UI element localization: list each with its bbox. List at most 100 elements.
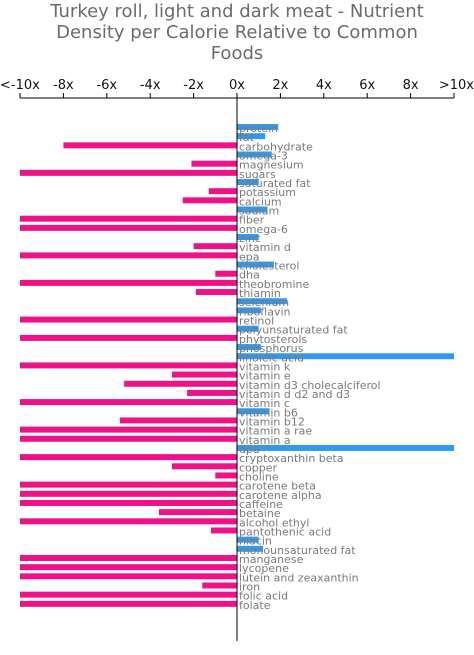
- x-tick-label: -8x: [53, 78, 74, 93]
- x-tick-label: -4x: [140, 78, 161, 93]
- bar: [20, 399, 237, 406]
- x-tick-label: <-10x: [0, 78, 40, 93]
- chart-title-line-3: Foods: [211, 43, 264, 64]
- bar: [187, 389, 237, 396]
- bar: [237, 206, 268, 213]
- bar: [20, 591, 237, 598]
- bar: [20, 564, 237, 571]
- nutrient-label: omega-3: [239, 150, 288, 163]
- bar: [20, 499, 237, 506]
- nutrient-label: theobromine: [239, 278, 310, 291]
- nutrient-label: folate: [239, 599, 271, 612]
- bar: [215, 472, 237, 479]
- chart-title-line-1: Turkey roll, light and dark meat - Nutri…: [49, 1, 423, 22]
- nutrient-label: carbohydrate: [239, 140, 313, 153]
- bar: [171, 371, 237, 378]
- bar: [237, 344, 261, 351]
- nutrient-label: thiamin: [239, 287, 281, 300]
- bar: [195, 289, 237, 296]
- nutrient-label: copper: [239, 461, 278, 474]
- bar: [20, 362, 237, 369]
- x-tick-label: 4x: [316, 78, 332, 93]
- nutrient-label: sodium: [239, 205, 279, 218]
- nutrient-label: iron: [239, 581, 260, 594]
- x-tick-label: 6x: [359, 78, 375, 93]
- nutrient-label: lutein and zeaxanthin: [239, 571, 359, 584]
- bar: [171, 463, 237, 470]
- bar: [20, 573, 237, 580]
- bar: [237, 234, 259, 241]
- bar: [237, 124, 279, 130]
- nutrient-label: cholesterol: [239, 260, 299, 273]
- bar: [20, 481, 237, 488]
- nutrient-label: vitamin d3 cholecalciferol: [239, 379, 381, 392]
- nutrient-label: calcium: [239, 195, 282, 208]
- nutrient-label: carotene beta: [239, 480, 316, 493]
- nutrient-label: fat: [239, 131, 255, 144]
- bar: [191, 160, 237, 167]
- bar: [237, 536, 259, 543]
- nutrient-label: dpa: [239, 443, 260, 456]
- bar: [20, 490, 237, 497]
- bar: [158, 509, 237, 516]
- nutrient-label: alcohol ethyl: [239, 516, 309, 529]
- nutrient-label: protein: [239, 122, 278, 135]
- nutrient-label: phosphorus: [239, 342, 304, 355]
- nutrient-label: retinol: [239, 315, 274, 328]
- nutrient-label: vitamin k: [239, 360, 291, 373]
- nutrient-label: lycopene: [239, 562, 289, 575]
- nutrient-label: monounsaturated fat: [239, 544, 356, 557]
- nutrient-label: riboflavin: [239, 305, 291, 318]
- nutrient-label: betaine: [239, 507, 281, 520]
- nutrient-label: cryptoxanthin beta: [239, 452, 344, 465]
- bar: [215, 270, 237, 277]
- category-labels: proteinfatcarbohydrateomega-3magnesiumsu…: [236, 98, 381, 641]
- nutrient-label: pantothenic acid: [239, 525, 331, 538]
- nutrient-label: fiber: [239, 214, 265, 227]
- bar: [237, 353, 454, 360]
- nutrient-label: caffeine: [239, 498, 283, 511]
- nutrient-label: vitamin a: [239, 434, 291, 447]
- nutrient-label: vitamin d d2 and d3: [239, 388, 350, 401]
- bar: [237, 444, 454, 451]
- bar: [20, 224, 237, 231]
- x-tick-label: 0x: [229, 78, 245, 93]
- nutrient-label: polyunsaturated fat: [239, 324, 348, 337]
- nutrient-label: carotene alpha: [239, 489, 322, 502]
- nutrient-label: manganese: [239, 553, 304, 566]
- bar: [237, 179, 259, 186]
- bar: [20, 454, 237, 461]
- x-tick-label: -6x: [96, 78, 117, 93]
- nutrient-label: zinc: [239, 232, 261, 245]
- nutrient-label: niacin: [239, 535, 272, 548]
- bar: [20, 554, 237, 561]
- nutrient-label: sugars: [239, 168, 276, 181]
- bar: [193, 243, 237, 250]
- x-tick-label: 8x: [403, 78, 419, 93]
- bar-series: [20, 124, 454, 607]
- nutrient-label: selenium: [239, 296, 289, 309]
- bar: [182, 197, 237, 204]
- nutrient-label: vitamin a rae: [239, 425, 312, 438]
- nutrient-label: vitamin b6: [239, 406, 298, 419]
- nutrient-label: magnesium: [239, 159, 304, 172]
- bar: [20, 435, 237, 442]
- nutrient-label: linoleic acid: [239, 351, 304, 364]
- nutrient-label: potassium: [239, 186, 296, 199]
- bar: [20, 215, 237, 222]
- nutrient-label: vitamin e: [239, 370, 291, 383]
- bar: [20, 316, 237, 323]
- bar: [237, 261, 274, 268]
- nutrient-label: dha: [239, 269, 260, 282]
- bar: [237, 298, 287, 305]
- bar: [202, 582, 237, 589]
- x-axis: <-10x -8x -6x -4x -2x 0x 2x 4x 6x 8x >10x: [0, 78, 474, 99]
- x-tick-label: 2x: [272, 78, 288, 93]
- chart-title-line-2: Density per Calorie Relative to Common: [56, 22, 418, 43]
- nutrient-label: vitamin c: [239, 397, 290, 410]
- nutrient-label: epa: [239, 250, 260, 263]
- bar: [237, 307, 261, 314]
- bar: [237, 408, 270, 415]
- x-tick-label: >10x: [439, 78, 474, 93]
